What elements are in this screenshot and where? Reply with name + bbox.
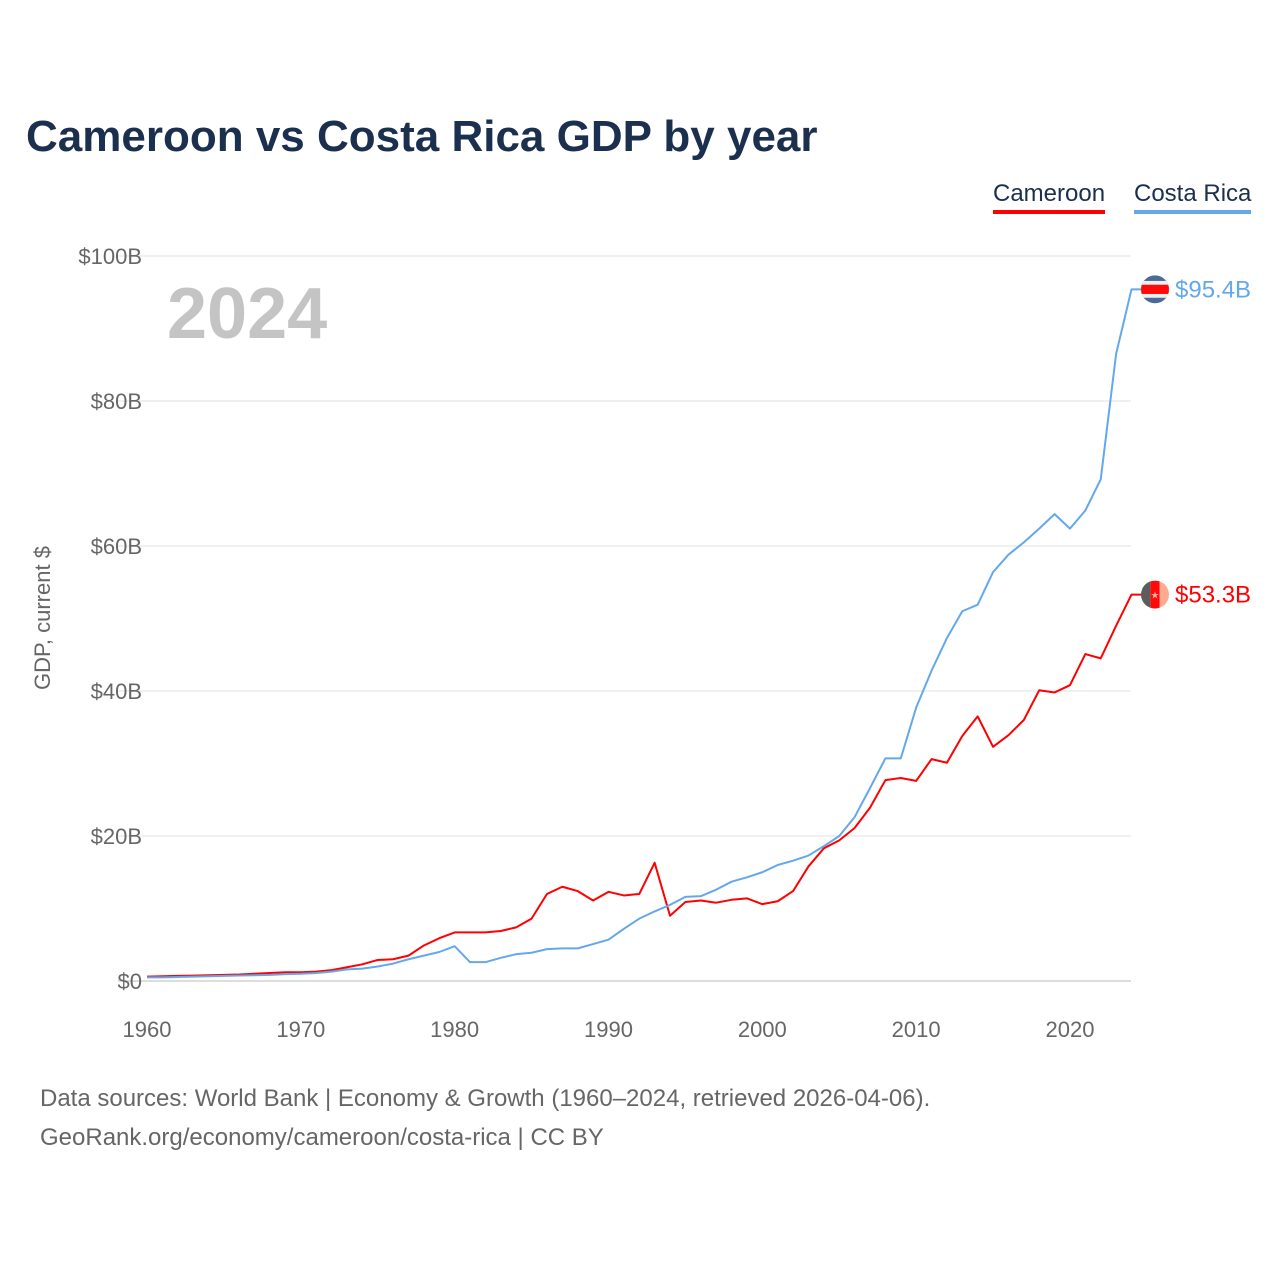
x-tick-label: 1990 [584,1017,633,1042]
x-tick-label: 1960 [123,1017,172,1042]
costa-rica-flag-icon [1141,275,1169,304]
x-tick-label: 2000 [738,1017,787,1042]
y-tick-label: $0 [118,969,142,994]
legend-cameroon[interactable]: Cameroon [993,180,1106,214]
y-tick-label: $60B [91,534,142,559]
x-tick-label: 1970 [276,1017,325,1042]
footer-link[interactable]: GeoRank.org/economy/cameroon/costa-rica … [40,1124,604,1151]
end-value-label: $95.4B [1175,276,1251,303]
y-axis-label: GDP, current $ [30,546,55,690]
y-tick-label: $40B [91,679,142,704]
year-watermark: 2024 [167,274,327,354]
footer-sources: Data sources: World Bank | Economy & Gro… [40,1085,931,1112]
legend-costa-rica[interactable]: Costa Rica [1134,180,1252,214]
chart-title: Cameroon vs Costa Rica GDP by year [26,112,818,161]
y-tick-label: $80B [91,389,142,414]
x-tick-label: 1980 [430,1017,479,1042]
y-tick-label: $20B [91,824,142,849]
cameroon-flag-icon: ★ [1141,580,1169,609]
end-value-label: $53.3B [1175,582,1251,609]
series-line-cameroon [146,593,1142,978]
y-tick-label: $100B [78,244,142,269]
x-tick-label: 2010 [892,1017,941,1042]
svg-text:★: ★ [1151,591,1160,602]
series-line-costa-rica [147,288,1142,979]
x-tick-label: 2020 [1045,1017,1094,1042]
